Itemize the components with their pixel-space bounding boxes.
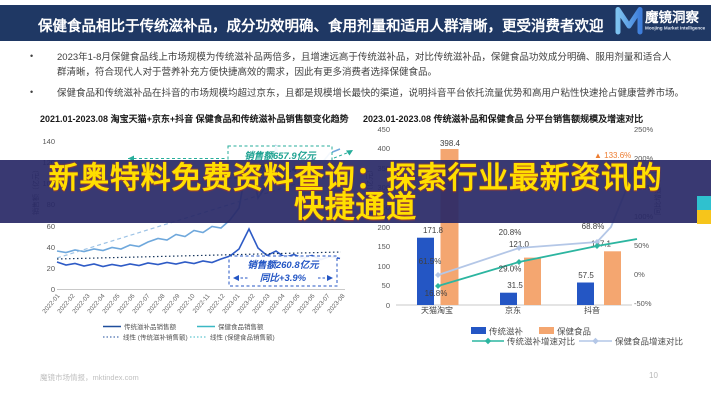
svg-text:200%: 200% bbox=[634, 154, 654, 163]
svg-text:20: 20 bbox=[47, 264, 55, 273]
svg-text:40: 40 bbox=[47, 243, 55, 252]
svg-text:137.1: 137.1 bbox=[591, 240, 612, 249]
svg-text:传统滋补增速对比: 传统滋补增速对比 bbox=[507, 337, 575, 347]
svg-text:200: 200 bbox=[377, 223, 390, 232]
svg-text:同比+3.9%: 同比+3.9% bbox=[260, 272, 307, 284]
svg-text:150: 150 bbox=[377, 242, 390, 251]
svg-text:171.8: 171.8 bbox=[423, 226, 444, 235]
svg-text:Moojing Market Intelligence: Moojing Market Intelligence bbox=[645, 26, 706, 31]
svg-text:400: 400 bbox=[377, 144, 390, 153]
svg-text:0%: 0% bbox=[634, 270, 645, 279]
svg-text:121.0: 121.0 bbox=[509, 240, 530, 249]
svg-text:传统滋补: 传统滋补 bbox=[489, 327, 524, 337]
svg-text:50: 50 bbox=[382, 281, 390, 290]
svg-text:60: 60 bbox=[47, 222, 55, 231]
svg-text:16.8%: 16.8% bbox=[425, 289, 448, 298]
svg-text:抖音: 抖音 bbox=[584, 305, 600, 315]
svg-text:京东: 京东 bbox=[505, 305, 521, 315]
svg-text:57.5: 57.5 bbox=[578, 271, 594, 280]
svg-text:销售额260.8亿元: 销售额260.8亿元 bbox=[247, 259, 320, 271]
svg-text:0: 0 bbox=[51, 285, 55, 294]
svg-text:398.4: 398.4 bbox=[440, 139, 461, 148]
svg-text:▲ 133.6%: ▲ 133.6% bbox=[594, 151, 631, 160]
svg-text:29.0%: 29.0% bbox=[499, 265, 522, 274]
svg-text:31.5: 31.5 bbox=[507, 281, 523, 290]
svg-text:保健食品增速对比: 保健食品增速对比 bbox=[615, 337, 683, 347]
svg-text:-50%: -50% bbox=[634, 299, 652, 308]
svg-text:20.8%: 20.8% bbox=[499, 228, 522, 237]
svg-text:销售额657.9亿元: 销售额657.9亿元 bbox=[244, 150, 317, 162]
svg-text:50%: 50% bbox=[634, 241, 649, 250]
svg-text:保健食品销售额: 保健食品销售额 bbox=[218, 322, 264, 331]
svg-text:61.5%: 61.5% bbox=[419, 257, 442, 266]
svg-text:450: 450 bbox=[377, 125, 390, 134]
svg-text:250%: 250% bbox=[634, 125, 654, 134]
svg-text:保健食品: 保健食品 bbox=[557, 327, 591, 337]
svg-text:传统滋补品销售额: 传统滋补品销售额 bbox=[124, 322, 177, 331]
svg-text:线性 (保健食品销售额): 线性 (保健食品销售额) bbox=[210, 333, 275, 342]
svg-text:天猫淘宝: 天猫淘宝 bbox=[421, 305, 453, 315]
svg-text:68.8%: 68.8% bbox=[582, 222, 605, 231]
svg-text:线性 (传统滋补销售额): 线性 (传统滋补销售额) bbox=[123, 333, 188, 342]
svg-text:140: 140 bbox=[42, 137, 55, 146]
svg-text:0: 0 bbox=[386, 301, 390, 310]
svg-text:100: 100 bbox=[377, 262, 390, 271]
svg-text:魔镜洞察: 魔镜洞察 bbox=[645, 9, 699, 25]
